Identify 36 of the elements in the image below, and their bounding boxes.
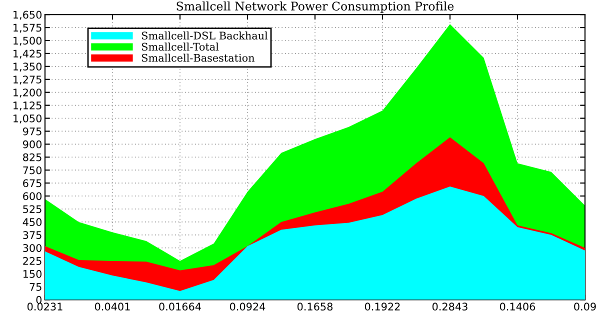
y-tick-label: 525 bbox=[23, 205, 42, 214]
x-tick-label: 0.1406 bbox=[500, 302, 536, 311]
y-tick-label: 900 bbox=[22, 140, 42, 148]
y-tick-label: 0 bbox=[36, 296, 42, 304]
y-tick-label: 750 bbox=[23, 166, 42, 174]
legend-label: Smallcell-Total bbox=[142, 42, 219, 51]
y-tick-label: 1,200 bbox=[14, 88, 42, 98]
y-tick-label: 150 bbox=[23, 270, 42, 278]
y-tick-label: 1,275 bbox=[14, 76, 42, 85]
x-tick-label: 0.0401 bbox=[94, 302, 130, 311]
y-tick-label: 75 bbox=[30, 283, 42, 291]
legend-label: Smallcell-Basestation bbox=[142, 54, 255, 62]
y-tick-label: 1,425 bbox=[14, 50, 42, 59]
x-tick-label: 0.2843 bbox=[432, 302, 468, 311]
y-tick-label: 1,650 bbox=[14, 10, 42, 20]
y-tick-label: 825 bbox=[23, 153, 42, 162]
y-tick-label: 600 bbox=[23, 192, 42, 200]
y-tick-label: 675 bbox=[23, 179, 42, 188]
y-tick-label: 225 bbox=[23, 257, 42, 265]
y-tick-label: 450 bbox=[22, 218, 42, 226]
chart-title: Smallcell Network Power Consumption Profile bbox=[176, 1, 454, 13]
y-tick-label: 1,575 bbox=[14, 24, 42, 33]
y-tick-label: 300 bbox=[23, 244, 42, 252]
x-tick-label: 0.1658 bbox=[297, 302, 333, 311]
y-tick-label: 1,500 bbox=[14, 36, 42, 46]
y-tick-label: 975 bbox=[22, 127, 42, 136]
legend-label: Smallcell-DSL Backhaul bbox=[142, 31, 268, 40]
x-tick-label: 0.01664 bbox=[159, 302, 201, 311]
x-tick-label: 0.1922 bbox=[364, 302, 400, 311]
y-tick-label: 1,350 bbox=[14, 62, 42, 72]
x-tick-label: 0.0924 bbox=[230, 302, 266, 311]
y-tick-label: 1,125 bbox=[14, 102, 42, 110]
y-tick-label: 375 bbox=[23, 231, 42, 240]
x-tick-label: 0.09 bbox=[574, 302, 596, 311]
y-tick-label: 1,050 bbox=[14, 114, 42, 124]
x-tick-label: 0.0231 bbox=[27, 302, 62, 311]
